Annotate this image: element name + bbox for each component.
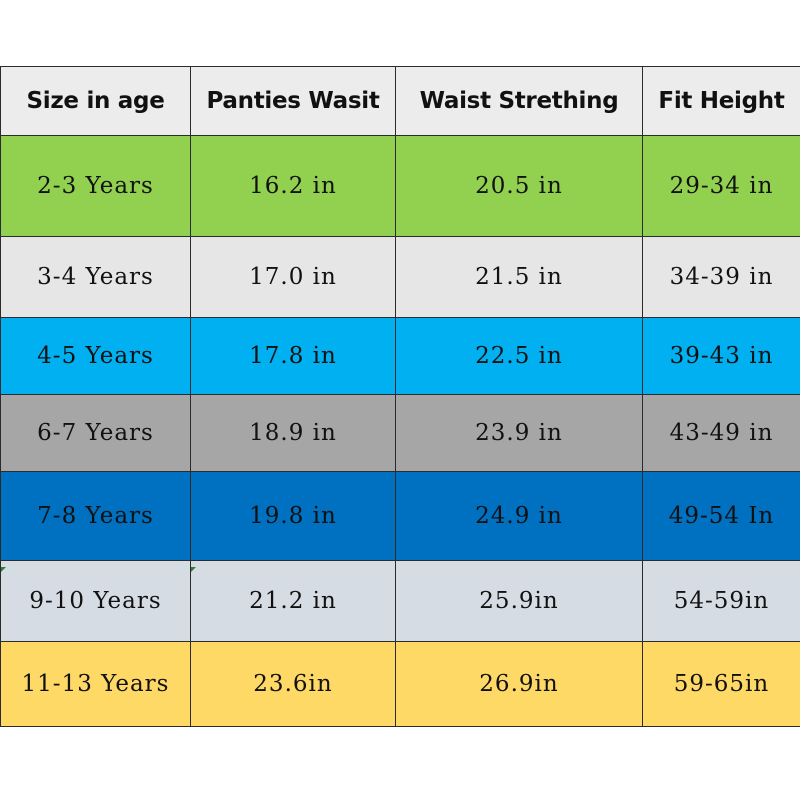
cell-height: 34-39 in bbox=[642, 236, 800, 318]
cell-waist-stretch: 25.9in bbox=[395, 560, 643, 642]
cell-height: 29-34 in bbox=[642, 135, 800, 237]
header-row: Size in age Panties Wasit Waist Strethin… bbox=[0, 66, 800, 136]
table-row: 3-4 Years 17.0 in 21.5 in 34-39 in bbox=[0, 236, 800, 318]
cell-height: 59-65in bbox=[642, 641, 800, 727]
cell-waist-stretch: 22.5 in bbox=[395, 317, 643, 395]
cell-corner-marker bbox=[1, 567, 6, 572]
cell-corner-marker bbox=[191, 567, 196, 572]
cell-waist-stretch: 26.9in bbox=[395, 641, 643, 727]
size-chart-table: Size in age Panties Wasit Waist Strethin… bbox=[0, 66, 800, 727]
table-row: 11-13 Years 23.6in 26.9in 59-65in bbox=[0, 641, 800, 727]
table-row: 4-5 Years 17.8 in 22.5 in 39-43 in bbox=[0, 317, 800, 395]
cell-height: 49-54 In bbox=[642, 471, 800, 561]
cell-waist: 16.2 in bbox=[190, 135, 396, 237]
cell-waist: 18.9 in bbox=[190, 394, 396, 472]
cell-waist: 21.2 in bbox=[190, 560, 396, 642]
cell-waist: 17.0 in bbox=[190, 236, 396, 318]
table-row: 6-7 Years 18.9 in 23.9 in 43-49 in bbox=[0, 394, 800, 472]
cell-waist-stretch: 21.5 in bbox=[395, 236, 643, 318]
cell-waist: 19.8 in bbox=[190, 471, 396, 561]
cell-size: 2-3 Years bbox=[0, 135, 191, 237]
header-size-in-age: Size in age bbox=[0, 66, 191, 136]
header-fit-height: Fit Height bbox=[642, 66, 800, 136]
table-row: 9-10 Years 21.2 in 25.9in 54-59in bbox=[0, 560, 800, 642]
cell-waist-stretch: 20.5 in bbox=[395, 135, 643, 237]
cell-size: 11-13 Years bbox=[0, 641, 191, 727]
header-panties-waist: Panties Wasit bbox=[190, 66, 396, 136]
cell-waist-stretch: 24.9 in bbox=[395, 471, 643, 561]
cell-size: 6-7 Years bbox=[0, 394, 191, 472]
cell-size: 9-10 Years bbox=[0, 560, 191, 642]
cell-size: 4-5 Years bbox=[0, 317, 191, 395]
header-waist-stretching: Waist Strething bbox=[395, 66, 643, 136]
table-row: 2-3 Years 16.2 in 20.5 in 29-34 in bbox=[0, 135, 800, 237]
cell-height: 43-49 in bbox=[642, 394, 800, 472]
cell-height: 39-43 in bbox=[642, 317, 800, 395]
table-row: 7-8 Years 19.8 in 24.9 in 49-54 In bbox=[0, 471, 800, 561]
cell-waist-stretch: 23.9 in bbox=[395, 394, 643, 472]
cell-waist: 23.6in bbox=[190, 641, 396, 727]
cell-size: 3-4 Years bbox=[0, 236, 191, 318]
cell-size: 7-8 Years bbox=[0, 471, 191, 561]
cell-height: 54-59in bbox=[642, 560, 800, 642]
cell-waist: 17.8 in bbox=[190, 317, 396, 395]
